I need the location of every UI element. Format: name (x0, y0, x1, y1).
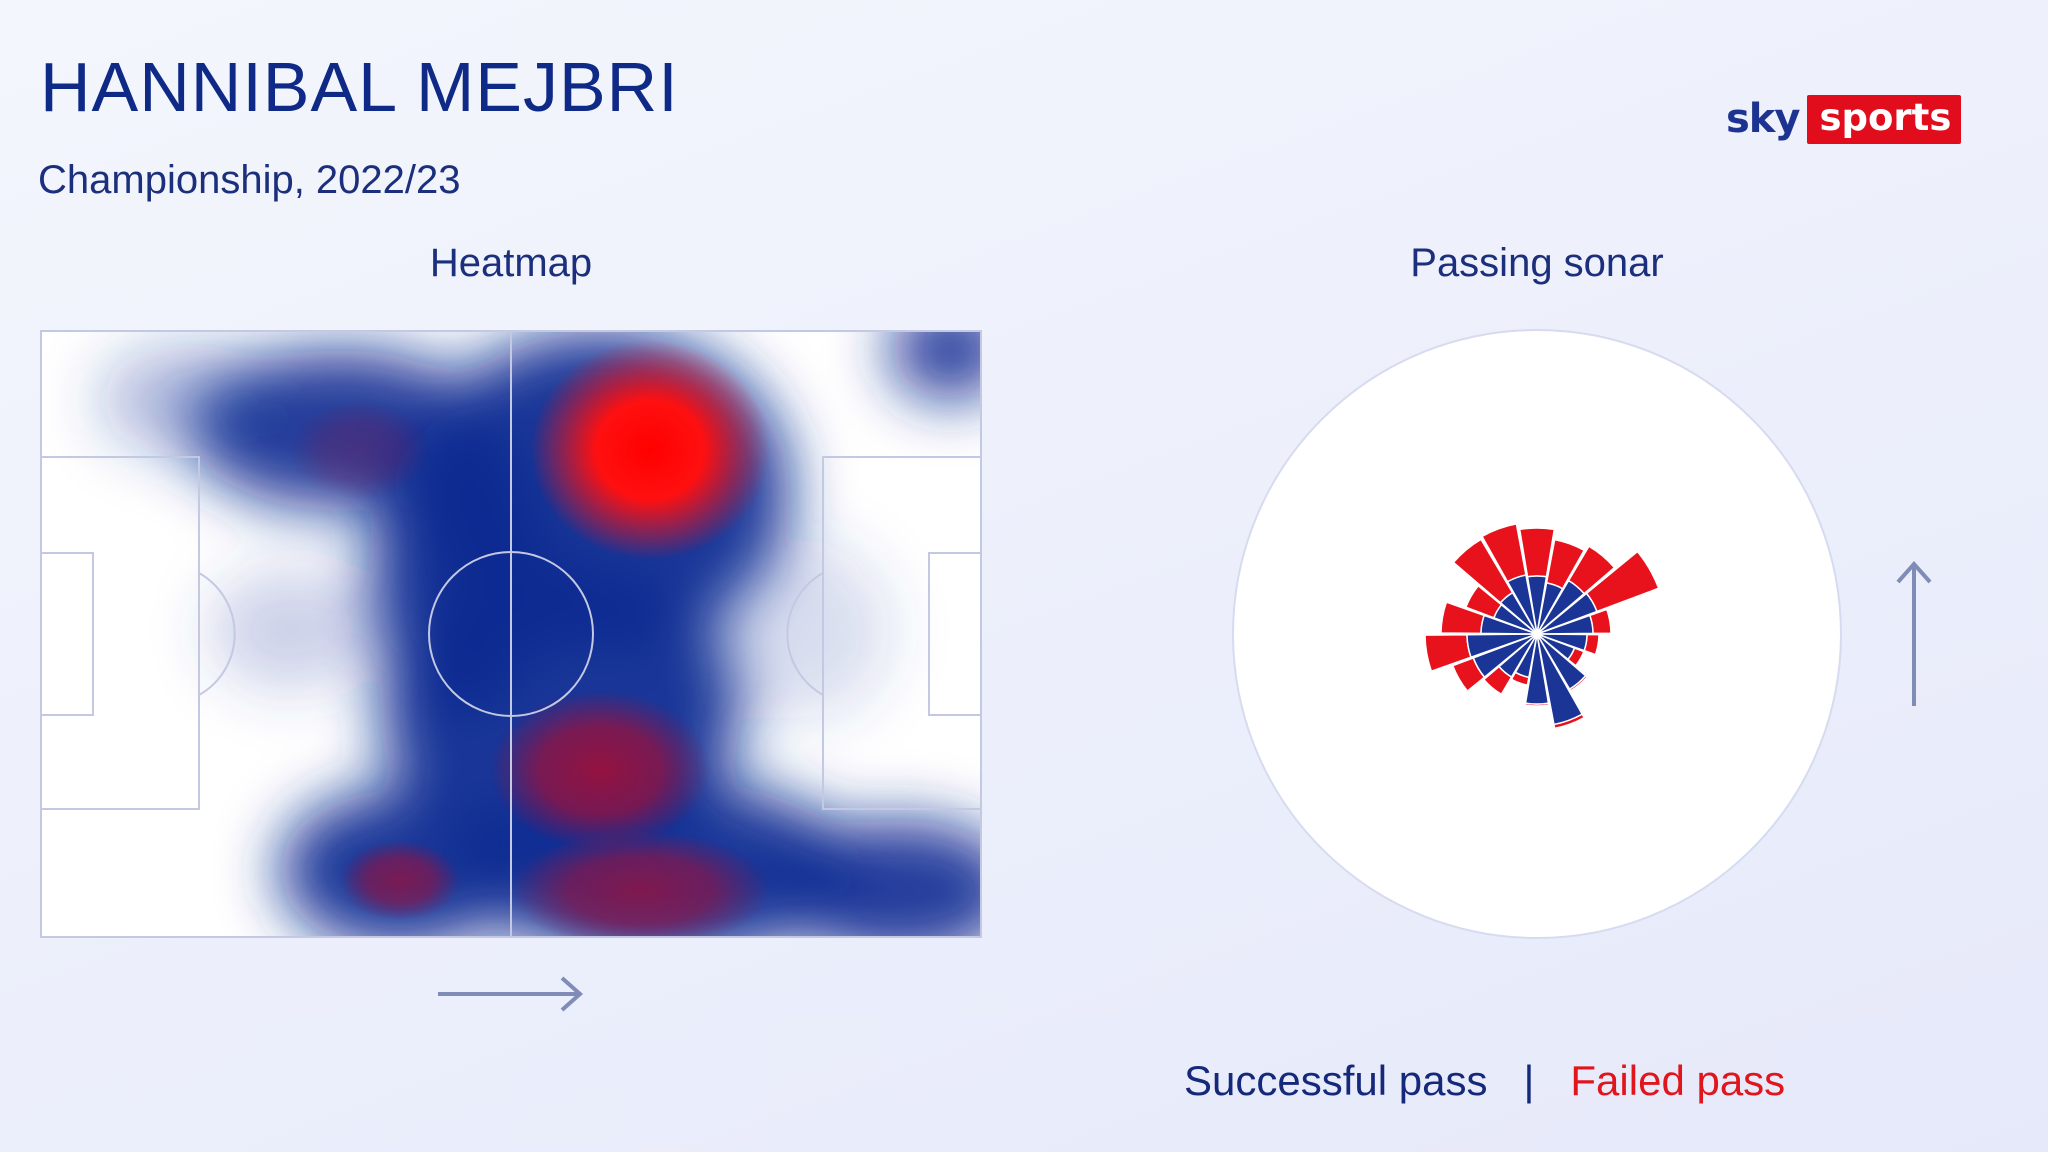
sonar-successful-wedge (1536, 614, 1594, 635)
sonar-successful-wedge (1472, 633, 1538, 679)
sonar-successful-wedge (1514, 633, 1538, 679)
sonar-wedges (1424, 523, 1660, 730)
sonar-successful-wedge (1466, 633, 1538, 659)
sonar-successful-wedge (1536, 592, 1598, 635)
legend-separator: | (1523, 1057, 1535, 1104)
sonar-successful-wedge (1536, 582, 1564, 635)
arrow-right-icon (436, 974, 586, 1014)
sonar-successful-wedge (1499, 591, 1538, 635)
sonar-successful-wedge (1536, 633, 1584, 726)
sonar-successful-wedge (1526, 575, 1548, 635)
sonar-successful-wedge (1497, 633, 1538, 679)
sonar-successful-wedge (1492, 603, 1538, 635)
sonar-successful-wedge (1536, 579, 1586, 635)
legend-failed-pass: Failed pass (1570, 1057, 1786, 1104)
legend: Successful pass | Failed pass (1184, 1060, 1785, 1102)
sonar-successful-wedge (1506, 574, 1538, 635)
pitch-lines (40, 330, 982, 938)
sonar-successful-wedge (1536, 633, 1576, 661)
heatmap-title: Heatmap (429, 241, 593, 285)
passing-sonar (1231, 328, 1843, 940)
heatmap-pitch (40, 330, 982, 938)
page-subtitle: Championship, 2022/23 (38, 158, 461, 202)
logo-sky-text: sky (1726, 96, 1800, 142)
sonar-successful-wedge (1536, 633, 1587, 691)
arrow-up-icon (1894, 560, 1934, 710)
sonar-title: Passing sonar (1410, 241, 1664, 285)
page-title: HANNIBAL MEJBRI (40, 48, 679, 126)
sky-sports-logo: sky sports (1726, 94, 1962, 144)
legend-successful-pass: Successful pass (1184, 1057, 1488, 1104)
heat-warm-areas (290, 400, 770, 938)
sonar-successful-wedge (1524, 633, 1550, 705)
heat-hotspot (530, 340, 770, 560)
logo-sports-text: sports (1807, 94, 1962, 144)
